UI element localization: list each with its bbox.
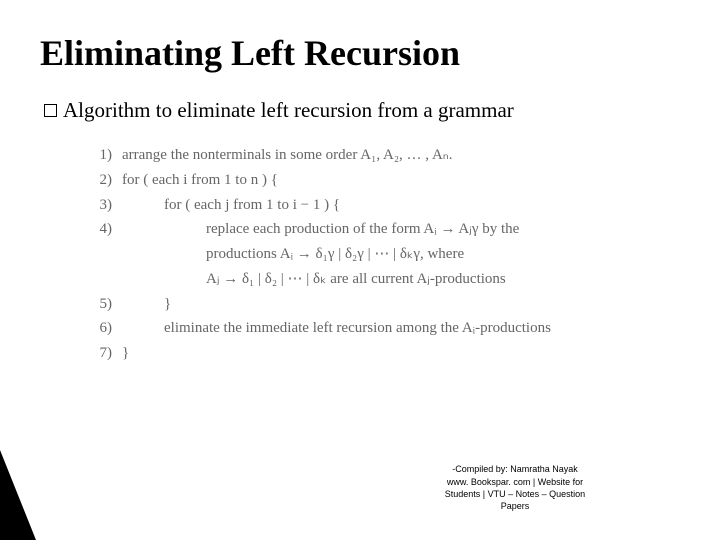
corner-decoration <box>0 450 36 540</box>
algo-line-text: } <box>122 341 129 366</box>
algo-line-number: 7) <box>92 341 122 366</box>
checkbox-icon <box>44 104 57 117</box>
algo-line-number: 2) <box>92 168 122 193</box>
footer-line: -Compiled by: Namratha Nayak <box>400 463 630 475</box>
algo-line-text: arrange the nonterminals in some order A… <box>122 143 453 168</box>
algo-line-number: 3) <box>92 193 122 218</box>
algo-line-text: for ( each j from 1 to i − 1 ) { <box>122 193 340 218</box>
footer-line: Students | VTU – Notes – Question <box>400 488 630 500</box>
algo-line-number: 1) <box>92 143 122 168</box>
algo-line-text: } <box>122 292 171 317</box>
algo-row: 2)for ( each i from 1 to n ) { <box>92 168 680 193</box>
algo-row: 5)} <box>92 292 680 317</box>
algo-row: 4)replace each production of the form Aᵢ… <box>92 217 680 242</box>
algo-row: 7)} <box>92 341 680 366</box>
footer-line: Papers <box>400 500 630 512</box>
algo-line-number: 6) <box>92 316 122 341</box>
algo-line-number <box>92 242 122 267</box>
algo-line-number: 5) <box>92 292 122 317</box>
algo-row: 3)for ( each j from 1 to i − 1 ) { <box>92 193 680 218</box>
algo-row: 1)arrange the nonterminals in some order… <box>92 143 680 168</box>
algorithm-block: 1)arrange the nonterminals in some order… <box>92 143 680 366</box>
footer-line: www. Bookspar. com | Website for <box>400 476 630 488</box>
algo-line-text: Aⱼ → δ₁ | δ₂ | ⋯ | δₖ are all current Aⱼ… <box>122 267 506 292</box>
bullet-text: Algorithm to eliminate left recursion fr… <box>63 98 514 123</box>
algo-line-text: replace each production of the form Aᵢ →… <box>122 217 519 242</box>
slide: Eliminating Left Recursion Algorithm to … <box>0 0 720 540</box>
algo-line-number: 4) <box>92 217 122 242</box>
algo-line-text: eliminate the immediate left recursion a… <box>122 316 551 341</box>
algo-line-number <box>92 267 122 292</box>
bullet-item: Algorithm to eliminate left recursion fr… <box>44 98 680 123</box>
algo-row: productions Aᵢ → δ₁γ | δ₂γ | ⋯ | δₖγ, wh… <box>92 242 680 267</box>
footer-credit: -Compiled by: Namratha Nayak www. Booksp… <box>400 463 630 512</box>
slide-title: Eliminating Left Recursion <box>40 32 680 74</box>
algo-line-text: productions Aᵢ → δ₁γ | δ₂γ | ⋯ | δₖγ, wh… <box>122 242 464 267</box>
algo-line-text: for ( each i from 1 to n ) { <box>122 168 278 193</box>
algo-row: 6)eliminate the immediate left recursion… <box>92 316 680 341</box>
algo-row: Aⱼ → δ₁ | δ₂ | ⋯ | δₖ are all current Aⱼ… <box>92 267 680 292</box>
